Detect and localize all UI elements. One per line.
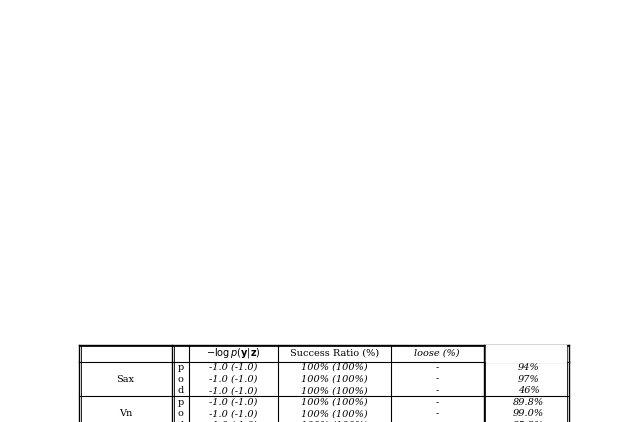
Text: ): ): [545, 349, 549, 358]
Text: Baseline (: Baseline (: [494, 349, 544, 358]
Text: o: o: [178, 375, 183, 384]
Text: 100% (100%): 100% (100%): [301, 386, 368, 395]
Text: -: -: [435, 386, 439, 395]
Text: $-\log p(\mathbf{y}|\mathbf{z})$: $-\log p(\mathbf{y}|\mathbf{z})$: [206, 346, 261, 360]
Text: Success Ratio (%): Success Ratio (%): [290, 349, 379, 358]
Text: d: d: [178, 421, 184, 422]
Text: -1.0 (-1.0): -1.0 (-1.0): [209, 386, 258, 395]
Text: -1.0 (-1.0): -1.0 (-1.0): [209, 398, 258, 407]
Text: 100% (100%): 100% (100%): [301, 409, 368, 418]
Text: loose (%): loose (%): [415, 349, 460, 358]
Text: 35.3%: 35.3%: [513, 421, 544, 422]
Text: 94%: 94%: [518, 363, 539, 372]
Text: 100% (100%): 100% (100%): [301, 375, 368, 384]
Text: 89.8%: 89.8%: [513, 398, 544, 407]
Text: -: -: [435, 375, 439, 384]
Text: 46%: 46%: [518, 386, 539, 395]
Text: -1.0 (-1.0): -1.0 (-1.0): [209, 409, 258, 418]
Text: 97%: 97%: [518, 375, 539, 384]
Text: 99.0%: 99.0%: [513, 409, 544, 418]
Text: -: -: [435, 398, 439, 407]
Text: o: o: [178, 409, 183, 418]
Text: p: p: [178, 363, 184, 372]
Text: -1.0 (-1.0): -1.0 (-1.0): [209, 363, 258, 372]
Text: Baseline (loose): Baseline (loose): [487, 349, 566, 358]
Text: 100% (100%): 100% (100%): [301, 421, 368, 422]
Text: 100% (100%): 100% (100%): [301, 398, 368, 407]
Text: loose: loose: [527, 349, 553, 358]
Text: -: -: [435, 363, 439, 372]
Text: -: -: [435, 409, 439, 418]
Text: Sax: Sax: [116, 375, 135, 384]
Text: -1.0 (-1.0): -1.0 (-1.0): [209, 421, 258, 422]
Text: d: d: [178, 386, 184, 395]
Text: 100% (100%): 100% (100%): [301, 363, 368, 372]
Text: loose: loose: [526, 349, 552, 358]
Text: p: p: [178, 398, 184, 407]
Text: -: -: [435, 421, 439, 422]
Text: -1.0 (-1.0): -1.0 (-1.0): [209, 375, 258, 384]
Text: Vn: Vn: [119, 409, 132, 418]
Bar: [486, 345, 566, 362]
